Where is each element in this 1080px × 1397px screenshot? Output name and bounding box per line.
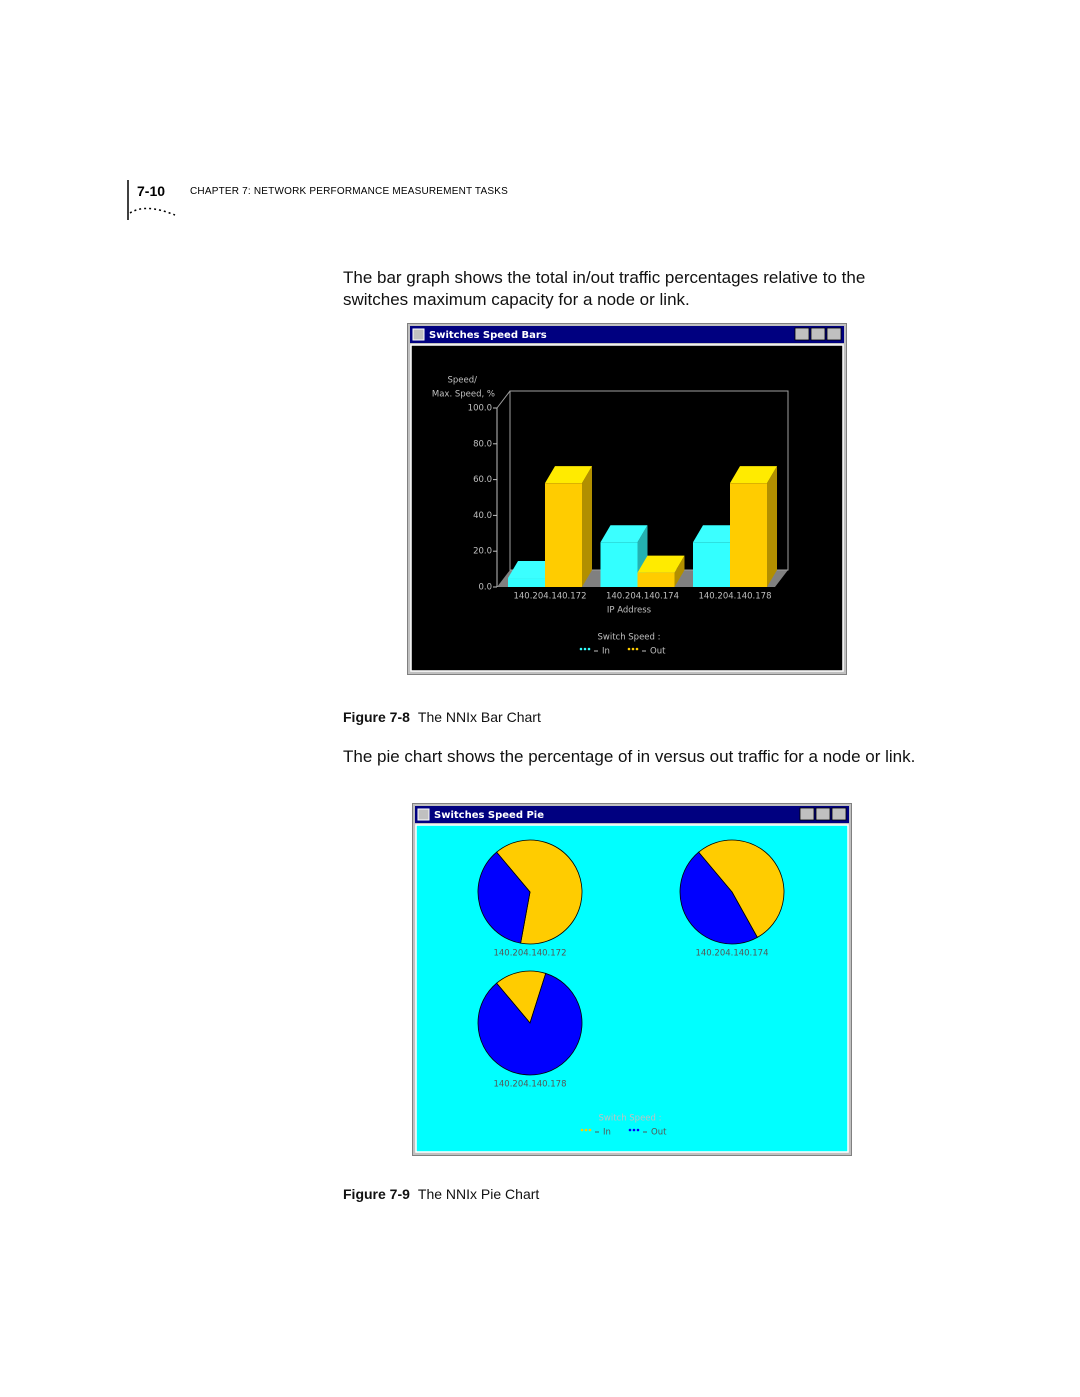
window-title: Switches Speed Pie [434,810,544,821]
legend-label: Out [650,647,666,657]
pie-chart-window: Switches Speed Pie 140.204.140.172 140.204… [412,803,852,1156]
bar-top [693,525,740,543]
bar [508,578,545,587]
side-wall [496,390,511,409]
legend-swatch [628,1128,632,1132]
figure-number: Figure 7-9 [343,1186,410,1202]
page-corner [127,180,176,220]
y-tick-label: 20.0 [473,547,492,557]
window-button [831,807,847,821]
chapter-heading: CHAPTER 7: NETWORK PERFORMANCE MEASUREME… [190,186,508,197]
legend-label: In [602,647,610,657]
y-tick-label: 80.0 [473,439,492,449]
bar-chart-window: Switches Speed Bars Speed/Max. Speed, % 0.… [407,323,847,675]
legend-title: Switch Speed : [597,633,660,643]
y-tick-label: 60.0 [473,475,492,485]
bar-side [674,555,685,587]
figure-caption: Figure 7-9 The NNIx Pie Chart [343,1186,539,1202]
title-bar [415,806,849,823]
legend-swatch [627,647,631,651]
pie-slice [698,839,785,938]
paragraph: The bar graph shows the total in/out tra… [343,268,866,309]
window-button [826,327,842,341]
legend-swatch [632,1128,636,1132]
bar-top [545,466,592,484]
window-icon [417,808,430,821]
bar-top [600,525,648,543]
bar-top [637,555,685,573]
bar [730,483,767,587]
x-axis-label: IP Address [607,606,652,616]
bar-top [508,561,555,579]
figure-caption: Figure 7-8 The NNIx Bar Chart [343,709,541,725]
page-number: 7-10 [137,183,166,199]
window-icon [412,328,425,341]
legend-swatch [588,1128,592,1132]
legend-swatch [579,647,583,651]
window-button [815,807,831,821]
pie-slice [477,972,583,1076]
pie-label: 140.204.140.174 [695,949,768,959]
legend-title: Switch Speed : [598,1114,661,1124]
x-tick-label: 140.204.140.174 [606,592,679,602]
legend-swatch [583,647,587,651]
title-bar [410,326,844,343]
bar [545,483,582,587]
window-title: Switches Speed Bars [429,330,547,341]
bar [600,542,638,587]
pie-label: 140.204.140.172 [493,949,566,959]
pie-slice [496,970,547,1024]
x-tick-label: 140.204.140.178 [698,592,771,602]
legend-swatch [587,647,591,651]
bar-side [767,466,777,587]
bar [693,542,730,587]
window-button [810,327,826,341]
legend-swatch [631,647,635,651]
pie-label: 140.204.140.178 [493,1080,566,1090]
bar [637,572,675,587]
figure-title: The NNIx Pie Chart [417,1186,540,1202]
y-tick-label: 100.0 [468,404,492,414]
bar-top [730,466,777,484]
y-tick-label: 40.0 [473,511,492,521]
legend-label: Out [651,1128,667,1138]
figure-number: Figure 7-8 [343,709,410,725]
legend-swatch [584,1128,588,1132]
window-button [799,807,815,821]
x-tick-label: 140.204.140.172 [513,592,586,602]
legend-label: In [603,1128,611,1138]
figure-title: The NNIx Bar Chart [417,709,541,725]
pie-slice [477,851,531,944]
y-axis-label: Speed/ [447,376,477,386]
bar-side [582,466,592,587]
legend-swatch [636,1128,640,1132]
window-button [794,327,810,341]
pie-slice [496,839,583,945]
paragraph: The pie chart shows the percentage of in… [343,747,916,766]
y-tick-label: 0.0 [478,583,492,593]
legend-swatch [580,1128,584,1132]
pie-slice [679,851,758,945]
legend-swatch [635,647,639,651]
y-axis-label: Max. Speed, % [432,390,495,400]
